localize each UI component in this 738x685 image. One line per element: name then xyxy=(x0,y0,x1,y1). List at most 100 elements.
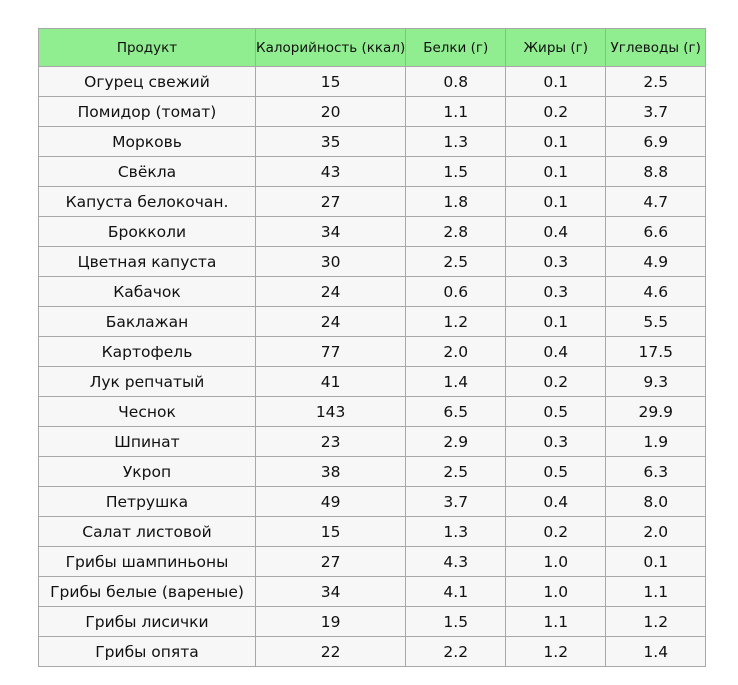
table-cell: Салат листовой xyxy=(38,516,256,547)
table-cell: Морковь xyxy=(38,126,256,157)
table-cell: 38 xyxy=(254,456,407,487)
table-cell: 4.6 xyxy=(605,276,707,307)
header-cell: Белки (г) xyxy=(405,28,507,67)
table-cell: 1.0 xyxy=(505,546,607,577)
table-cell: Грибы лисички xyxy=(38,606,256,637)
table-cell: 8.0 xyxy=(605,486,707,517)
table-cell: 3.7 xyxy=(405,486,507,517)
table-cell: 0.1 xyxy=(505,186,607,217)
table-cell: 4.3 xyxy=(405,546,507,577)
table-cell: 1.4 xyxy=(405,366,507,397)
table-body: Огурец свежий 15 0.8 0.1 2.5 Помидор (томат) 2… xyxy=(38,66,707,667)
table-cell: 1.4 xyxy=(605,636,707,667)
table-cell: 2.2 xyxy=(405,636,507,667)
table-cell: 1.8 xyxy=(405,186,507,217)
table-cell: 0.1 xyxy=(505,126,607,157)
table-cell: 19 xyxy=(254,606,407,637)
table-cell: Лук репчатый xyxy=(38,366,256,397)
table-row: Грибы шампиньоны 27 4.3 1.0 0.1 xyxy=(38,546,707,577)
table-cell: 77 xyxy=(254,336,407,367)
table-cell: 0.3 xyxy=(505,426,607,457)
table-cell: Картофель xyxy=(38,336,256,367)
table-cell: Грибы опята xyxy=(38,636,256,667)
header-cell: Углеводы (г) xyxy=(605,28,707,67)
table-row: Свёкла 43 1.5 0.1 8.8 xyxy=(38,156,707,187)
table-cell: 0.4 xyxy=(505,336,607,367)
table-cell: Цветная капуста xyxy=(38,246,256,277)
table-row: Петрушка 49 3.7 0.4 8.0 xyxy=(38,486,707,517)
table-cell: 0.1 xyxy=(505,156,607,187)
table-cell: Чеснок xyxy=(38,396,256,427)
table-cell: 0.2 xyxy=(505,516,607,547)
table-row: Лук репчатый 41 1.4 0.2 9.3 xyxy=(38,366,707,397)
table-row: Цветная капуста 30 2.5 0.3 4.9 xyxy=(38,246,707,277)
table-cell: 8.8 xyxy=(605,156,707,187)
table-cell: 0.5 xyxy=(505,456,607,487)
table-cell: 2.5 xyxy=(405,456,507,487)
table-cell: 2.0 xyxy=(405,336,507,367)
table-cell: 1.1 xyxy=(605,576,707,607)
table-cell: 34 xyxy=(254,576,407,607)
table-row: Шпинат 23 2.9 0.3 1.9 xyxy=(38,426,707,457)
table-row: Брокколи 34 2.8 0.4 6.6 xyxy=(38,216,707,247)
table-cell: 0.1 xyxy=(505,306,607,337)
table-cell: 1.2 xyxy=(405,306,507,337)
table-cell: 41 xyxy=(254,366,407,397)
table-cell: 0.8 xyxy=(405,66,507,97)
table-cell: 49 xyxy=(254,486,407,517)
table-cell: 2.5 xyxy=(605,66,707,97)
table-cell: 1.1 xyxy=(405,96,507,127)
table-row: Огурец свежий 15 0.8 0.1 2.5 xyxy=(38,66,707,97)
table-row: Грибы лисички 19 1.5 1.1 1.2 xyxy=(38,606,707,637)
table-cell: 0.3 xyxy=(505,246,607,277)
table-cell: 1.5 xyxy=(405,606,507,637)
table-cell: 27 xyxy=(254,186,407,217)
header-cell: Калорийность (ккал) xyxy=(254,28,407,67)
table-cell: 17.5 xyxy=(605,336,707,367)
table-cell: 30 xyxy=(254,246,407,277)
table-cell: 6.3 xyxy=(605,456,707,487)
table-cell: 34 xyxy=(254,216,407,247)
table-cell: 1.9 xyxy=(605,426,707,457)
table-cell: 1.3 xyxy=(405,126,507,157)
table-cell: 43 xyxy=(254,156,407,187)
table-cell: 0.3 xyxy=(505,276,607,307)
table-cell: Грибы белые (вареные) xyxy=(38,576,256,607)
table-cell: 6.9 xyxy=(605,126,707,157)
table-cell: 0.1 xyxy=(605,546,707,577)
table-cell: 6.5 xyxy=(405,396,507,427)
table-cell: 1.3 xyxy=(405,516,507,547)
table-cell: 35 xyxy=(254,126,407,157)
table-cell: 29.9 xyxy=(605,396,707,427)
table-cell: 22 xyxy=(254,636,407,667)
table-row: Укроп 38 2.5 0.5 6.3 xyxy=(38,456,707,487)
table-row: Морковь 35 1.3 0.1 6.9 xyxy=(38,126,707,157)
table-cell: 24 xyxy=(254,306,407,337)
table-cell: Брокколи xyxy=(38,216,256,247)
table-row: Грибы опята 22 2.2 1.2 1.4 xyxy=(38,636,707,667)
table-row: Баклажан 24 1.2 0.1 5.5 xyxy=(38,306,707,337)
table-cell: 6.6 xyxy=(605,216,707,247)
table-row: Грибы белые (вареные) 34 4.1 1.0 1.1 xyxy=(38,576,707,607)
header-cell: Жиры (г) xyxy=(505,28,607,67)
table-cell: 0.2 xyxy=(505,366,607,397)
table-cell: 5.5 xyxy=(605,306,707,337)
table-cell: 15 xyxy=(254,66,407,97)
table-cell: Капуста белокочан. xyxy=(38,186,256,217)
table-row: Помидор (томат) 20 1.1 0.2 3.7 xyxy=(38,96,707,127)
table-cell: Укроп xyxy=(38,456,256,487)
table-cell: Кабачок xyxy=(38,276,256,307)
table-cell: Баклажан xyxy=(38,306,256,337)
table-cell: 0.4 xyxy=(505,486,607,517)
table-cell: 1.2 xyxy=(605,606,707,637)
table-cell: 0.2 xyxy=(505,96,607,127)
header-row: Продукт Калорийность (ккал) Белки (г) Жиры … xyxy=(38,28,707,67)
table-cell: Свёкла xyxy=(38,156,256,187)
table-cell: 15 xyxy=(254,516,407,547)
table-cell: 1.5 xyxy=(405,156,507,187)
table-cell: 2.9 xyxy=(405,426,507,457)
table-row: Кабачок 24 0.6 0.3 4.6 xyxy=(38,276,707,307)
table-cell: 0.6 xyxy=(405,276,507,307)
table-cell: 2.0 xyxy=(605,516,707,547)
